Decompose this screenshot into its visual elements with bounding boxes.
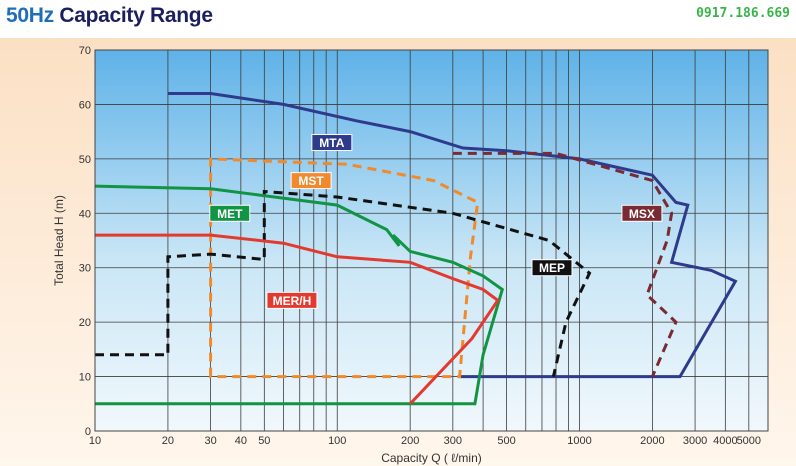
x-tick-label: 4000 [713,435,737,447]
y-axis-ticks: 0 10 20 30 40 50 60 70 [79,45,91,438]
y-tick-label: 50 [79,154,91,166]
series-badge-text: MSX [629,207,655,221]
x-tick-label: 300 [444,435,462,447]
title-text: Capacity Range [53,4,213,27]
y-tick-label: 40 [79,208,91,220]
x-tick-label: 40 [235,435,247,447]
series-badge-met: MET [209,204,251,222]
series-badge-mer-h: MER/H [266,291,318,309]
x-tick-label: 2000 [640,435,664,447]
x-tick-label: 100 [328,435,346,447]
y-axis-label: Total Head H (m) [52,195,66,286]
x-tick-label: 3000 [683,435,707,447]
series-badge-mst: MST [290,172,332,190]
series-labels: MTA MST MET MER/H MEP MSX [209,134,663,309]
chart-title: 50Hz Capacity Range [6,4,213,28]
y-tick-label: 60 [79,99,91,111]
x-axis-label: Capacity Q ( ℓ/min) [381,451,482,465]
y-tick-label: 0 [85,426,91,438]
x-tick-label: 10 [89,435,101,447]
x-tick-label: 20 [162,435,174,447]
series-badge-text: MST [298,174,324,188]
series-line-mer-h [95,233,500,405]
x-tick-label: 500 [497,435,515,447]
series-badge-msx: MSX [621,204,663,222]
series-badge-text: MET [217,207,243,221]
series-line-mta [167,92,738,379]
x-tick-label: 200 [401,435,419,447]
series-areas [94,92,738,406]
phone-number: 0917.186.669 [696,6,790,21]
series-badge-mta: MTA [311,134,353,152]
y-tick-label: 20 [79,317,91,329]
series-badge-mep: MEP [531,259,573,277]
series-line-msx [452,151,678,378]
x-tick-label: 50 [258,435,270,447]
title-frequency: 50Hz [6,4,54,27]
plot-background [95,50,768,431]
series-badge-text: MEP [539,261,565,275]
series-line-met [94,184,505,406]
x-axis-ticks: 10 20 30 40 50 100 200 300 500 1000 2000 3000 400050… [89,435,761,447]
y-tick-label: 30 [79,263,91,275]
plot-border [94,49,769,432]
series-line-mep [95,189,592,377]
x-tick-label: 30 [204,435,216,447]
series-badge-text: MTA [319,136,344,150]
x-tick-label: 5000 [737,435,761,447]
x-tick-label: 1000 [567,435,591,447]
series-line-mst [209,157,480,379]
series-badge-text: MER/H [273,294,312,308]
y-tick-label: 70 [79,45,91,57]
y-tick-label: 10 [79,372,91,384]
